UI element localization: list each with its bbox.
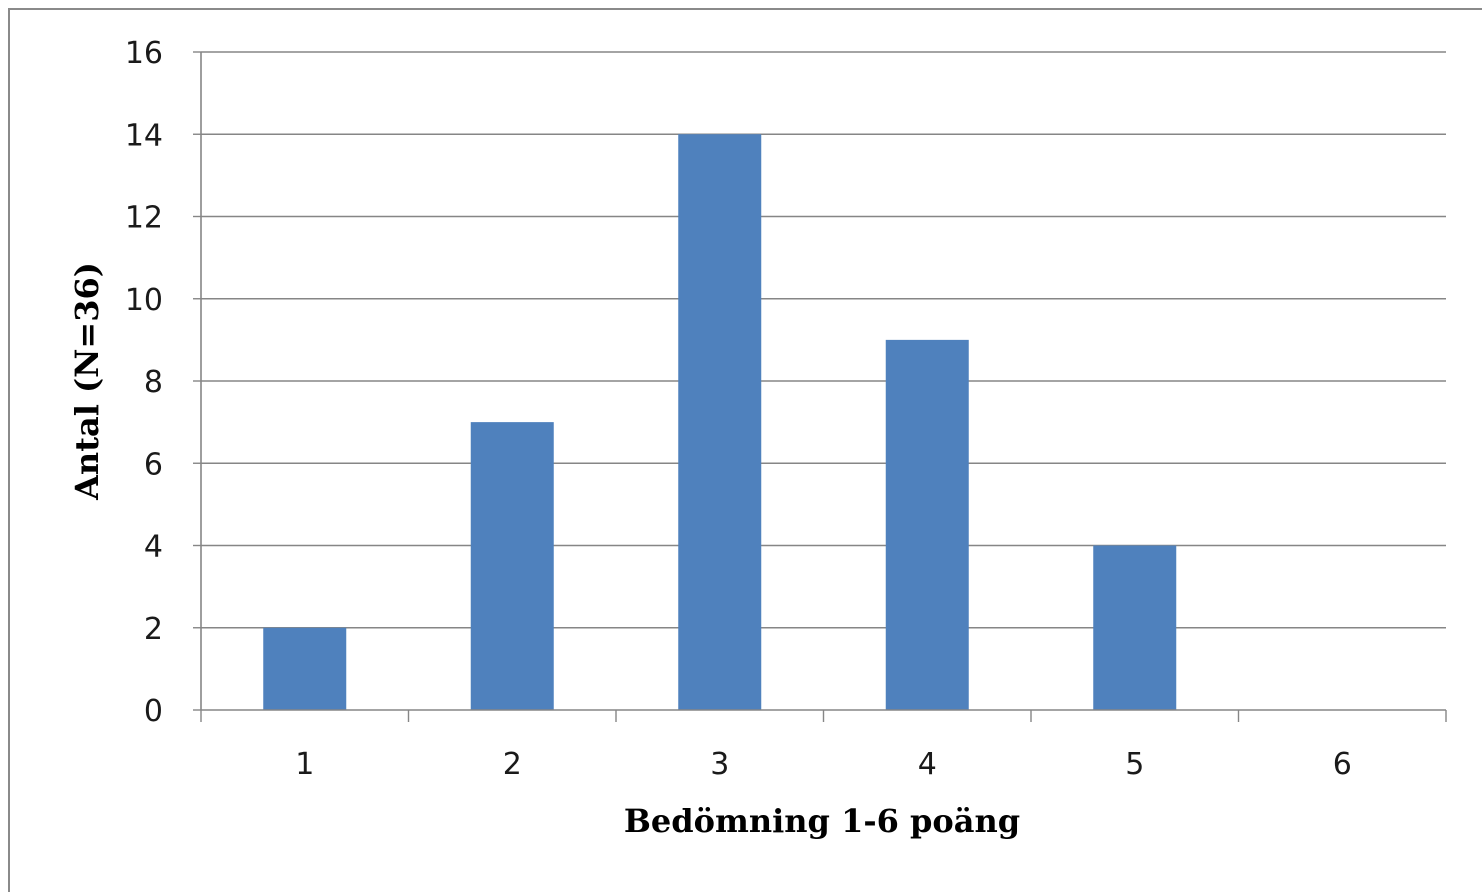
gridlines xyxy=(201,51,1446,629)
y-tick-label: 2 xyxy=(144,612,163,647)
bar-4 xyxy=(885,339,969,710)
x-tick-label: 4 xyxy=(918,747,937,782)
y-tick-label: 0 xyxy=(144,694,163,729)
x-tick-label: 1 xyxy=(295,747,314,782)
y-tick-label: 6 xyxy=(144,447,163,482)
x-tick-labels: 1 2 3 4 5 6 xyxy=(295,747,1352,782)
bars xyxy=(263,134,1177,710)
axes xyxy=(193,51,1447,722)
bar-1 xyxy=(263,627,347,710)
y-tick-label: 16 xyxy=(125,36,163,71)
y-tick-label: 12 xyxy=(125,201,163,236)
x-tick-label: 3 xyxy=(710,747,729,782)
x-tick-label: 6 xyxy=(1333,747,1352,782)
bar-3 xyxy=(678,134,762,710)
bar-5 xyxy=(1093,545,1177,710)
y-axis-title: Antal (N=36) xyxy=(68,262,106,501)
y-tick-label: 8 xyxy=(144,365,163,400)
y-tick-labels: 0 2 4 6 8 10 12 14 16 xyxy=(125,36,163,729)
x-tick-label: 5 xyxy=(1125,747,1144,782)
x-axis-title: Bedömning 1-6 poäng xyxy=(624,802,1020,840)
bar-2 xyxy=(470,422,554,710)
y-tick-label: 14 xyxy=(125,118,163,153)
x-tick-label: 2 xyxy=(503,747,522,782)
y-tick-label: 4 xyxy=(144,530,163,565)
y-tick-label: 10 xyxy=(125,283,163,318)
